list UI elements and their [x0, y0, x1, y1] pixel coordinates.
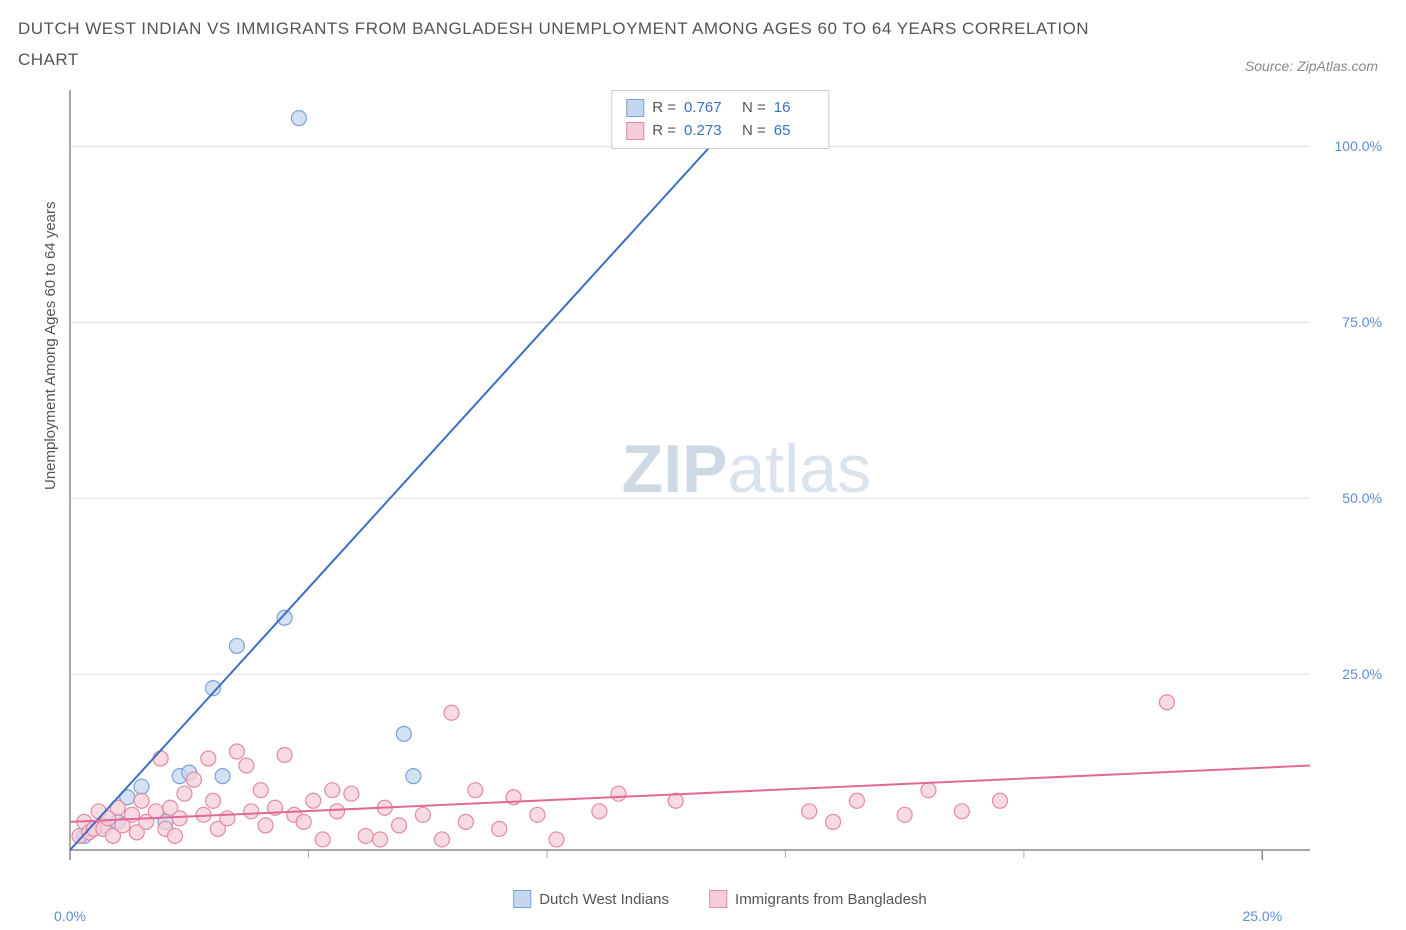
n-value-1: 65	[774, 120, 814, 143]
correlation-legend: R = 0.767 N = 16 R = 0.273 N = 65	[611, 90, 829, 149]
legend-label-0: Dutch West Indians	[539, 891, 669, 908]
corr-row-series-1: R = 0.273 N = 65	[626, 120, 814, 143]
r-value-0: 0.767	[684, 97, 724, 120]
x-tick-label: 25.0%	[1242, 908, 1282, 924]
r-label: R =	[652, 120, 676, 143]
n-label: N =	[742, 120, 766, 143]
y-tick-label: 25.0%	[1342, 666, 1382, 682]
y-axis-label: Unemployment Among Ages 60 to 64 years	[42, 201, 59, 490]
y-tick-label: 75.0%	[1342, 314, 1382, 330]
chart-title: DUTCH WEST INDIAN VS IMMIGRANTS FROM BAN…	[18, 14, 1118, 75]
r-value-1: 0.273	[684, 120, 724, 143]
legend-item-0: Dutch West Indians	[513, 890, 669, 908]
swatch-blue	[626, 99, 644, 117]
corr-row-series-0: R = 0.767 N = 16	[626, 97, 814, 120]
y-tick-label: 100.0%	[1335, 138, 1382, 154]
legend-label-1: Immigrants from Bangladesh	[735, 891, 927, 908]
chart-area: Unemployment Among Ages 60 to 64 years Z…	[60, 90, 1380, 880]
x-tick-label: 0.0%	[54, 908, 86, 924]
y-tick-label: 50.0%	[1342, 490, 1382, 506]
swatch-pink	[626, 122, 644, 140]
source-attribution: Source: ZipAtlas.com	[1245, 58, 1378, 74]
swatch-blue	[513, 890, 531, 908]
n-value-0: 16	[774, 97, 814, 120]
bottom-legend: Dutch West Indians Immigrants from Bangl…	[513, 890, 927, 908]
scatter-plot	[60, 90, 1380, 880]
legend-item-1: Immigrants from Bangladesh	[709, 890, 927, 908]
n-label: N =	[742, 97, 766, 120]
r-label: R =	[652, 97, 676, 120]
swatch-pink	[709, 890, 727, 908]
